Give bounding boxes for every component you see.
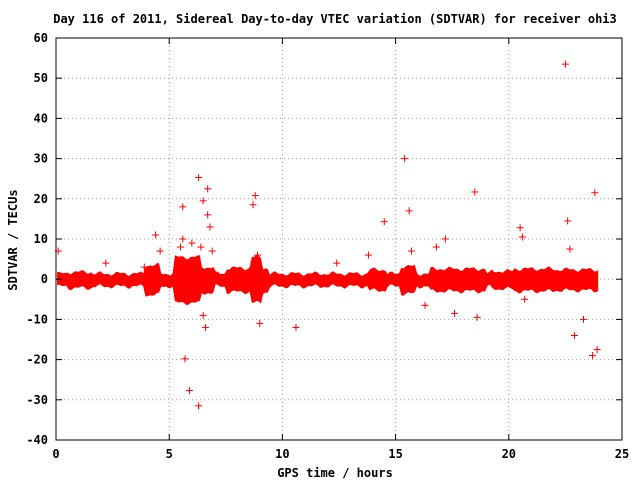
x-tick-label: 0 [52, 447, 59, 461]
data-point [450, 309, 458, 317]
data-point [181, 355, 189, 363]
data-point [197, 243, 205, 251]
data-point [251, 192, 259, 200]
x-tick-label: 5 [166, 447, 173, 461]
data-point [201, 323, 209, 331]
data-point [188, 239, 196, 247]
data-point [249, 201, 257, 209]
data-point [401, 155, 409, 163]
grid-lines [56, 38, 622, 440]
y-tick-label: 0 [41, 272, 48, 286]
data-point [405, 207, 413, 215]
data-point [432, 243, 440, 251]
data-point [473, 313, 481, 321]
y-tick-label: 20 [34, 192, 48, 206]
data-point [177, 243, 185, 251]
data-point [561, 60, 569, 68]
y-tick-label: -20 [26, 353, 48, 367]
data-point [199, 197, 207, 205]
data-point [589, 352, 597, 360]
y-tick-label: 30 [34, 152, 48, 166]
data-point [441, 235, 449, 243]
data-point [208, 247, 216, 255]
data-point [204, 185, 212, 193]
data-point [471, 188, 479, 196]
data-point [179, 235, 187, 243]
y-tick-labels: -40 -30 -20 -10 0 10 20 30 40 50 60 [26, 31, 48, 447]
data-point [102, 259, 110, 267]
data-point [591, 189, 599, 197]
noise-band [57, 255, 599, 305]
data-point [156, 247, 164, 255]
axis-ticks [55, 37, 623, 441]
data-point [518, 233, 526, 241]
x-tick-label: 15 [388, 447, 402, 461]
dense-point-band [57, 255, 599, 305]
data-point [333, 259, 341, 267]
data-point [195, 173, 203, 181]
data-points [54, 60, 601, 410]
y-tick-label: -10 [26, 312, 48, 326]
data-point [380, 218, 388, 226]
data-point [421, 301, 429, 309]
data-point [253, 251, 261, 259]
data-point [195, 402, 203, 410]
y-tick-label: 60 [34, 31, 48, 45]
chart-title: Day 116 of 2011, Sidereal Day-to-day VTE… [53, 12, 617, 26]
data-point [186, 387, 194, 395]
data-point [580, 315, 588, 323]
data-point [564, 217, 572, 225]
data-point [292, 323, 300, 331]
data-point [516, 224, 524, 232]
x-tick-labels: 0 5 10 15 20 25 [52, 447, 629, 461]
y-tick-label: 40 [34, 111, 48, 125]
x-tick-label: 10 [275, 447, 289, 461]
data-point [206, 223, 214, 231]
x-tick-label: 20 [502, 447, 516, 461]
data-point [179, 203, 187, 211]
data-point [140, 263, 148, 271]
data-point [204, 211, 212, 219]
y-tick-label: -40 [26, 433, 48, 447]
data-point [256, 319, 264, 327]
data-point [407, 247, 415, 255]
data-point [192, 255, 200, 263]
y-tick-label: -30 [26, 393, 48, 407]
data-point [199, 311, 207, 319]
data-point [566, 245, 574, 253]
data-point [152, 231, 160, 239]
y-tick-label: 10 [34, 232, 48, 246]
data-point [521, 295, 529, 303]
x-tick-label: 25 [615, 447, 629, 461]
y-tick-label: 50 [34, 71, 48, 85]
data-point [364, 251, 372, 259]
data-point [570, 331, 578, 339]
data-point [593, 346, 601, 354]
y-axis-label: SDTVAR / TECUs [6, 189, 20, 290]
x-axis-label: GPS time / hours [277, 466, 393, 480]
